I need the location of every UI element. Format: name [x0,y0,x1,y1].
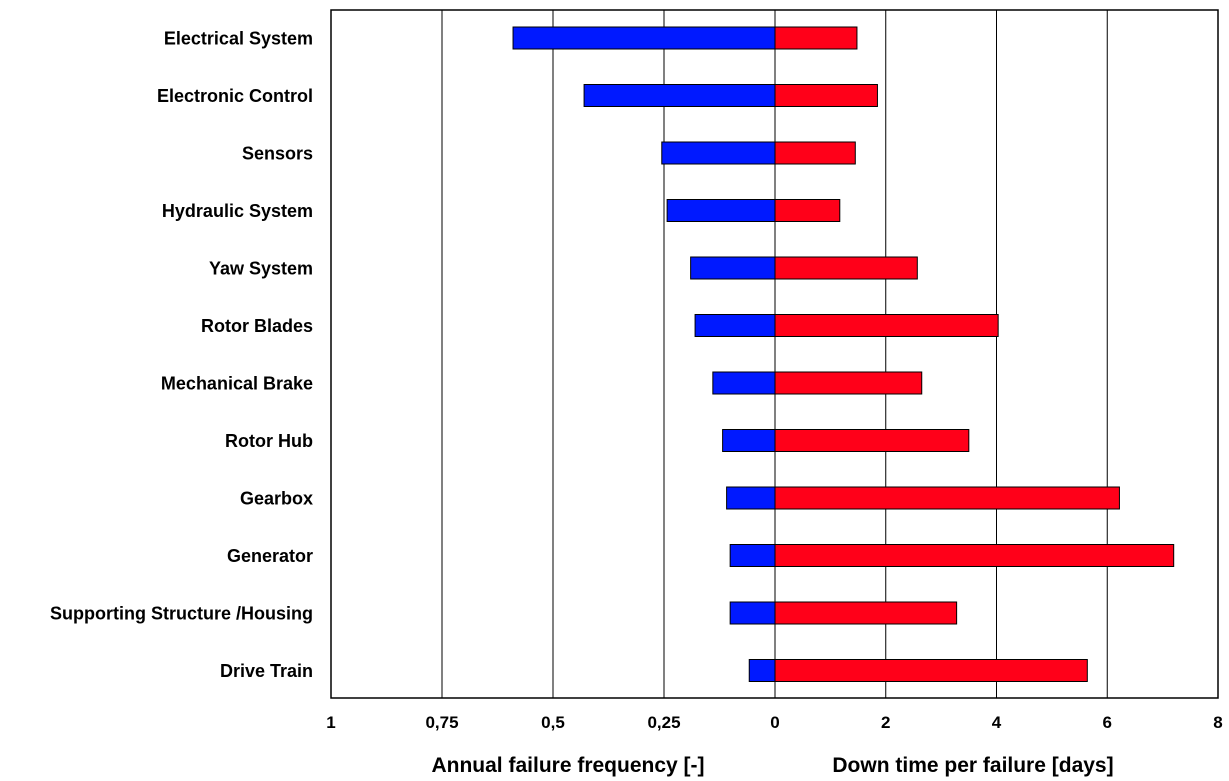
bar-frequency [748,659,776,682]
plot-area-border [330,9,1219,699]
category-label: Supporting Structure /Housing [50,604,313,624]
bar-frequency [666,199,776,222]
bar-downtime [774,84,878,107]
category-label: Hydraulic System [162,201,313,221]
category-label: Sensors [242,144,313,164]
category-label: Electronic Control [157,86,313,106]
bar-downtime [774,371,923,395]
plot-frame [330,9,1219,699]
left-tick-label: 0,5 [541,713,565,732]
bar-frequency [694,314,776,337]
grid-lines [441,10,1108,698]
left-axis-title: Annual failure frequency [-] [431,754,704,777]
bar-frequency [712,371,776,395]
bar-downtime [774,544,1175,567]
bar-frequency [722,429,776,452]
bar-downtime [774,199,841,222]
bar-frequency [729,544,776,567]
category-labels: Electrical System Electronic Control Senso… [50,29,313,682]
category-label: Generator [227,546,313,566]
category-label: Rotor Blades [201,316,313,336]
bar-frequency [583,84,776,107]
category-label: Electrical System [164,29,313,49]
bar-frequency [512,26,776,50]
bar-downtime [774,256,918,280]
bars [512,26,1175,682]
bar-downtime [774,601,958,625]
bar-downtime [774,26,858,50]
bar-downtime [774,429,970,452]
bar-frequency [729,601,776,625]
bar-downtime [774,141,856,165]
bar-frequency [661,141,776,165]
left-tick-label: 0,75 [425,713,458,732]
category-label: Drive Train [220,661,313,681]
bar-downtime [774,486,1120,510]
right-axis-title: Down time per failure [days] [832,754,1113,777]
category-label: Rotor Hub [225,431,313,451]
category-label: Gearbox [240,489,313,509]
tick-labels: 1 0,75 0,5 0,25 0 2 4 6 8 [326,713,1222,732]
bar-frequency [726,486,776,510]
right-tick-label: 6 [1103,713,1112,732]
right-tick-label: 2 [881,713,890,732]
category-label: Yaw System [209,259,313,279]
bar-downtime [774,659,1088,682]
category-label: Mechanical Brake [161,374,313,394]
bar-downtime [774,314,999,337]
right-tick-label: 4 [992,713,1002,732]
left-tick-label: 0 [770,713,779,732]
bar-frequency [690,256,776,280]
left-tick-label: 0,25 [647,713,680,732]
left-tick-label: 1 [326,713,335,732]
right-tick-label: 8 [1213,713,1222,732]
